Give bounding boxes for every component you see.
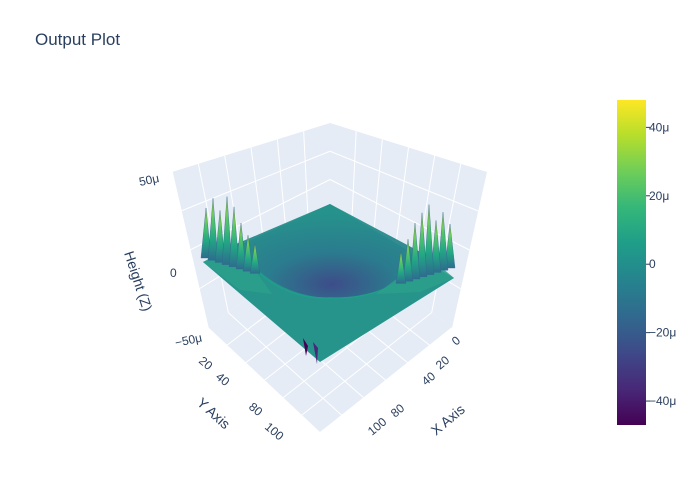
colorbar-tick-label: 0 <box>649 257 656 271</box>
colorbar-tick-label: 20μ <box>649 189 669 203</box>
y-tick-label: 80 <box>246 400 265 420</box>
y-axis-title: Y Axis <box>194 394 233 432</box>
low-spikes <box>303 338 318 364</box>
z-axis-line <box>171 171 209 329</box>
z-tick-label: 50μ <box>138 171 161 189</box>
surface-spike <box>228 206 240 267</box>
surface-spike <box>409 222 421 280</box>
surface-bowl <box>236 204 428 299</box>
back-wall-left <box>172 123 330 328</box>
x-axis-title: X Axis <box>428 401 468 438</box>
surface-spike <box>235 222 247 270</box>
grid-line <box>180 150 331 212</box>
low-spike <box>303 338 308 356</box>
surface-spike <box>249 243 261 274</box>
surface-spike <box>221 196 233 265</box>
y-tick-label: 40 <box>213 370 232 390</box>
x-tick-label: 0 <box>449 333 463 348</box>
surface-spike <box>416 212 428 277</box>
surface <box>200 196 456 364</box>
surface-spike <box>200 207 212 259</box>
surface-spike <box>214 210 226 263</box>
surface-spike <box>423 204 435 275</box>
grid-line <box>329 150 479 212</box>
y-tick-label: 20 <box>196 354 215 374</box>
spikes-left <box>200 196 261 274</box>
y-tick-label: 100 <box>262 420 287 444</box>
surface-spike <box>430 220 442 273</box>
x-axis-line <box>319 327 453 434</box>
x-tick-label: 100 <box>365 414 390 438</box>
colorbar-tick-label: −40μ <box>649 394 676 408</box>
chart-title: Output Plot <box>35 30 120 49</box>
surface-spike <box>444 223 456 269</box>
grid-line <box>329 179 470 251</box>
colorbar-tick-label: −20μ <box>649 326 676 340</box>
colorbar-tick-label: 40μ <box>649 120 669 134</box>
surface-spike <box>402 239 414 282</box>
z-axis-title: Height (Z) <box>121 249 155 313</box>
x-tick-label: 40 <box>419 369 438 389</box>
x-tick-label: 80 <box>388 401 407 421</box>
surface-spike <box>395 251 407 284</box>
low-spike <box>313 342 318 364</box>
scene-3d[interactable]: 50μ 0 −50μ 20 40 80 100 0 20 40 80 100 H… <box>121 123 487 443</box>
surface-spike <box>437 212 449 271</box>
z-tick-label: −50μ <box>174 331 204 350</box>
colorbar-ticks: 40μ 20μ 0 −20μ −40μ <box>646 120 676 408</box>
x-tick-label: 20 <box>433 353 452 373</box>
surface-spike <box>207 198 219 261</box>
colorbar-gradient <box>617 100 646 425</box>
surface-spike <box>242 235 254 272</box>
y-axis-line <box>207 327 321 434</box>
grid-line <box>301 312 432 416</box>
spikes-right <box>395 204 456 284</box>
colorbar: 40μ 20μ 0 −20μ −40μ <box>617 100 676 425</box>
z-tick-label: 0 <box>170 266 177 280</box>
